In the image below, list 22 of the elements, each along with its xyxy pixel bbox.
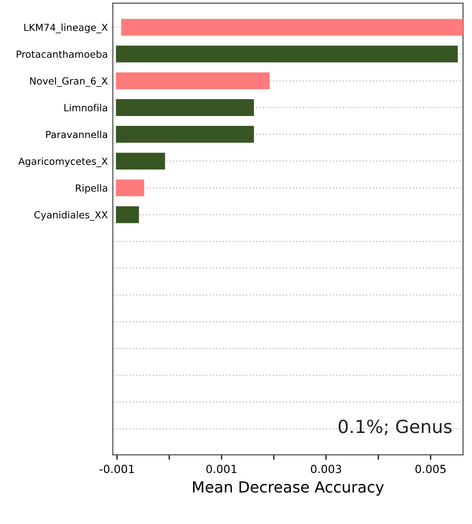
- bar: [116, 126, 254, 143]
- y-tick-label: LKM74_lineage_X: [24, 24, 108, 34]
- y-tick-label: Novel_Gran_6_X: [30, 77, 108, 87]
- bar: [116, 152, 166, 170]
- x-axis-title: Mean Decrease Accuracy: [193, 481, 384, 496]
- annotation: 0.1%; Genus: [338, 420, 452, 436]
- x-tick-label: -0.001: [100, 464, 134, 474]
- y-tick-label: Protacanthamoeba: [16, 50, 108, 58]
- x-tick-label: 0.005: [415, 464, 446, 474]
- bar: [116, 206, 139, 224]
- y-tick-label: Limnofila: [64, 104, 108, 112]
- x-tick-label: 0.001: [206, 464, 236, 474]
- y-tick-label: Cyanidiales_XX: [34, 210, 108, 221]
- bar: [116, 99, 254, 116]
- bar: [116, 46, 458, 62]
- bar: [116, 72, 270, 90]
- y-tick-label: Ripella: [76, 184, 108, 194]
- y-tick-label: Agaricomycetes_X: [18, 157, 108, 168]
- x-tick-label: 0.003: [310, 464, 342, 474]
- y-tick-label: Paravannella: [46, 130, 108, 138]
- bar: [116, 179, 144, 196]
- bar: [121, 18, 464, 36]
